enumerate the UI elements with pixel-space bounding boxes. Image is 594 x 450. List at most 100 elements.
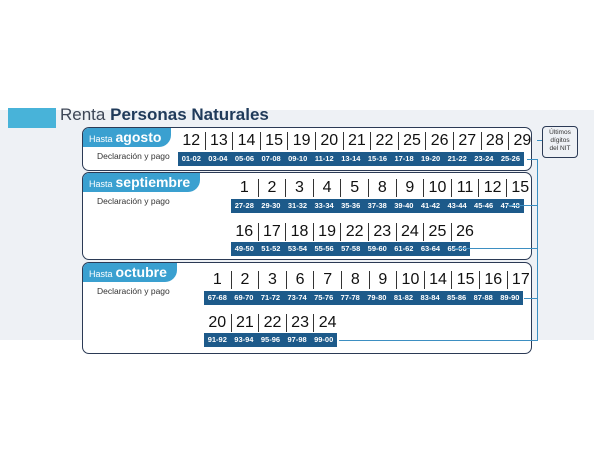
nit-digits: 31-32 bbox=[287, 201, 308, 210]
nit-digits: 49-50 bbox=[234, 244, 254, 253]
nit-digits: 39-40 bbox=[394, 201, 414, 210]
day-number: 25 bbox=[423, 223, 451, 241]
hasta-label: Hasta bbox=[89, 179, 113, 189]
day-number: 20 bbox=[208, 314, 227, 331]
section-header: Hasta agosto bbox=[83, 128, 172, 147]
day-number: 21 bbox=[230, 314, 259, 332]
nit-digits: 41-42 bbox=[420, 201, 441, 210]
day-number: 16 bbox=[235, 223, 254, 240]
section-header: Hasta octubre bbox=[83, 263, 177, 282]
day-number: 5 bbox=[340, 179, 368, 197]
nit-digits: 05-06 bbox=[234, 154, 255, 163]
digits-row: 01-02 03-04 05-06 07-08 09-10 11-12 13-14 15-16… bbox=[178, 152, 524, 166]
day-number: 10 bbox=[396, 271, 424, 289]
nit-digits: 51-52 bbox=[261, 244, 281, 253]
month-label: octubre bbox=[115, 264, 167, 280]
nit-digits-legend: Últimos dígitos del NIT bbox=[542, 126, 578, 158]
nit-digits: 21-22 bbox=[447, 154, 467, 163]
nit-digits: 37-38 bbox=[367, 201, 387, 210]
day-number: 20 bbox=[314, 132, 343, 150]
nit-digits: 53-54 bbox=[287, 244, 308, 253]
nit-digits: 77-78 bbox=[340, 293, 360, 302]
nit-digits: 17-18 bbox=[394, 154, 414, 163]
nit-digits: 47-48 bbox=[497, 199, 524, 213]
legend-connector bbox=[537, 140, 543, 141]
nit-digits: 65-66 bbox=[444, 242, 471, 256]
day-number: 13 bbox=[204, 132, 233, 150]
legend-connector bbox=[454, 248, 538, 249]
nit-digits: 03-04 bbox=[208, 154, 228, 163]
day-number: 19 bbox=[312, 223, 341, 241]
section-header: Hasta septiembre bbox=[83, 173, 201, 192]
day-number: 9 bbox=[395, 179, 424, 197]
day-number: 11 bbox=[450, 179, 479, 197]
month-label: agosto bbox=[115, 129, 162, 145]
days-row: 20 21 22 23 24 bbox=[204, 314, 341, 332]
day-number: 18 bbox=[285, 223, 313, 241]
digits-row: 67-68 69-70 71-72 73-74 75-76 77-78 79-80 81-82… bbox=[204, 291, 524, 305]
legend-connector bbox=[524, 298, 538, 299]
nit-digits: 01-02 bbox=[181, 154, 201, 163]
days-row: 16 17 18 19 22 23 24 25 26 bbox=[231, 223, 478, 241]
day-number: 16 bbox=[478, 271, 507, 289]
day-number: 14 bbox=[232, 132, 260, 150]
nit-digits: 45-46 bbox=[474, 201, 494, 210]
hasta-label: Hasta bbox=[89, 269, 113, 279]
day-number: 23 bbox=[367, 223, 396, 241]
nit-digits: 67-68 bbox=[207, 293, 227, 302]
nit-digits: 61-62 bbox=[394, 244, 414, 253]
day-number: 29 bbox=[508, 132, 536, 150]
nit-digits: 79-80 bbox=[367, 293, 387, 302]
nit-digits: 85-86 bbox=[447, 293, 467, 302]
day-number: 1 bbox=[212, 271, 222, 288]
day-number: 3 bbox=[285, 179, 313, 197]
legend-connector bbox=[507, 205, 538, 206]
day-number: 25 bbox=[397, 132, 426, 150]
month-label: septiembre bbox=[115, 174, 191, 190]
day-number: 21 bbox=[342, 132, 371, 150]
nit-digits: 99-00 bbox=[314, 335, 334, 344]
day-number: 24 bbox=[313, 314, 341, 332]
section-agosto: Hasta agosto Declaración y pago 12 13 14 15 1… bbox=[82, 127, 532, 171]
nit-digits: 27-28 bbox=[234, 201, 254, 210]
day-number: 2 bbox=[257, 179, 286, 197]
day-number: 22 bbox=[340, 223, 368, 241]
title-light: Renta bbox=[60, 105, 106, 124]
legend-line: del NIT bbox=[549, 145, 571, 152]
day-number: 26 bbox=[450, 223, 479, 241]
legend-connector bbox=[527, 159, 538, 160]
digits-row: 91-92 93-94 95-96 97-98 99-00 bbox=[204, 333, 337, 347]
nit-digits: 91-92 bbox=[207, 335, 227, 344]
days-row: 1 2 3 4 5 8 9 10 11 12 15 bbox=[231, 179, 534, 197]
nit-digits: 35-36 bbox=[341, 201, 361, 210]
day-number: 2 bbox=[230, 271, 259, 289]
nit-digits: 09-10 bbox=[288, 154, 308, 163]
day-number: 9 bbox=[368, 271, 397, 289]
title-bold: Personas Naturales bbox=[110, 105, 269, 124]
hasta-label: Hasta bbox=[89, 134, 113, 144]
day-number: 28 bbox=[480, 132, 509, 150]
nit-digits: 73-74 bbox=[287, 293, 307, 302]
day-number: 12 bbox=[182, 132, 201, 149]
title-accent-tab bbox=[8, 108, 56, 128]
section-subtitle: Declaración y pago bbox=[97, 286, 170, 296]
day-number: 10 bbox=[423, 179, 451, 197]
day-number: 27 bbox=[452, 132, 481, 150]
day-number: 8 bbox=[340, 271, 369, 289]
days-row: 1 2 3 6 7 8 9 10 14 15 16 17 bbox=[204, 271, 534, 289]
day-number: 8 bbox=[367, 179, 396, 197]
section-subtitle: Declaración y pago bbox=[97, 196, 170, 206]
nit-digits: 07-08 bbox=[261, 154, 281, 163]
day-number: 12 bbox=[478, 179, 506, 197]
nit-digits: 81-82 bbox=[393, 293, 414, 302]
day-number: 3 bbox=[258, 271, 286, 289]
day-number: 15 bbox=[259, 132, 288, 150]
nit-digits: 87-88 bbox=[473, 293, 493, 302]
nit-digits: 15-16 bbox=[367, 154, 388, 163]
section-subtitle: Declaración y pago bbox=[97, 151, 170, 161]
day-number: 4 bbox=[312, 179, 341, 197]
day-number: 15 bbox=[451, 271, 479, 289]
digits-row: 27-28 29-30 31-32 33-34 35-36 37-38 39-40 41-42… bbox=[231, 199, 524, 213]
